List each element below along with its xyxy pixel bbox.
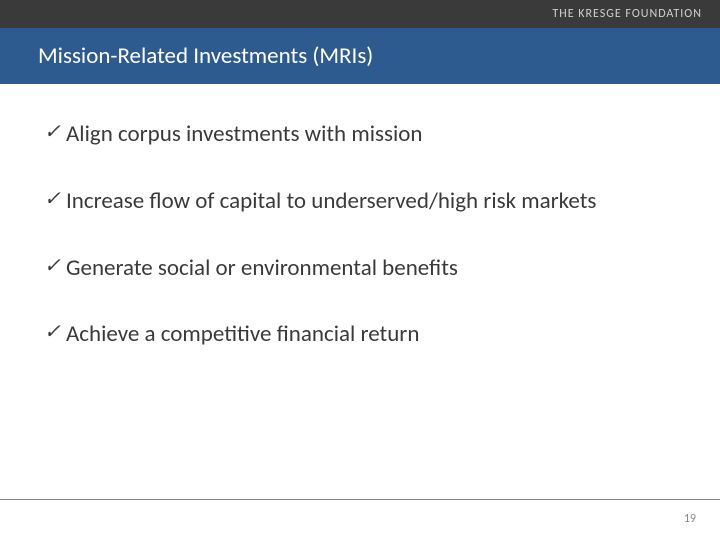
title-bar: Mission-Related Investments (MRIs) [0,28,720,84]
bullet-text: Increase flow of capital to underserved/… [66,187,676,216]
checkmark-icon: ✓ [44,120,66,145]
list-item: ✓ Generate social or environmental benef… [44,254,676,283]
footer-divider [0,499,720,500]
org-name: THE KRESGE FOUNDATION [552,7,702,21]
list-item: ✓ Achieve a competitive financial return [44,320,676,349]
list-item: ✓ Increase flow of capital to underserve… [44,187,676,216]
list-item: ✓ Align corpus investments with mission [44,120,676,149]
checkmark-icon: ✓ [44,254,66,279]
top-bar: THE KRESGE FOUNDATION [0,0,720,28]
bullet-text: Align corpus investments with mission [66,120,676,149]
checkmark-icon: ✓ [44,187,66,212]
bullet-text: Generate social or environmental benefit… [66,254,676,283]
slide-title: Mission-Related Investments (MRIs) [38,42,373,70]
bullet-text: Achieve a competitive financial return [66,320,676,349]
checkmark-icon: ✓ [44,320,66,345]
content-area: ✓ Align corpus investments with mission … [0,84,720,349]
page-number: 19 [684,512,696,526]
